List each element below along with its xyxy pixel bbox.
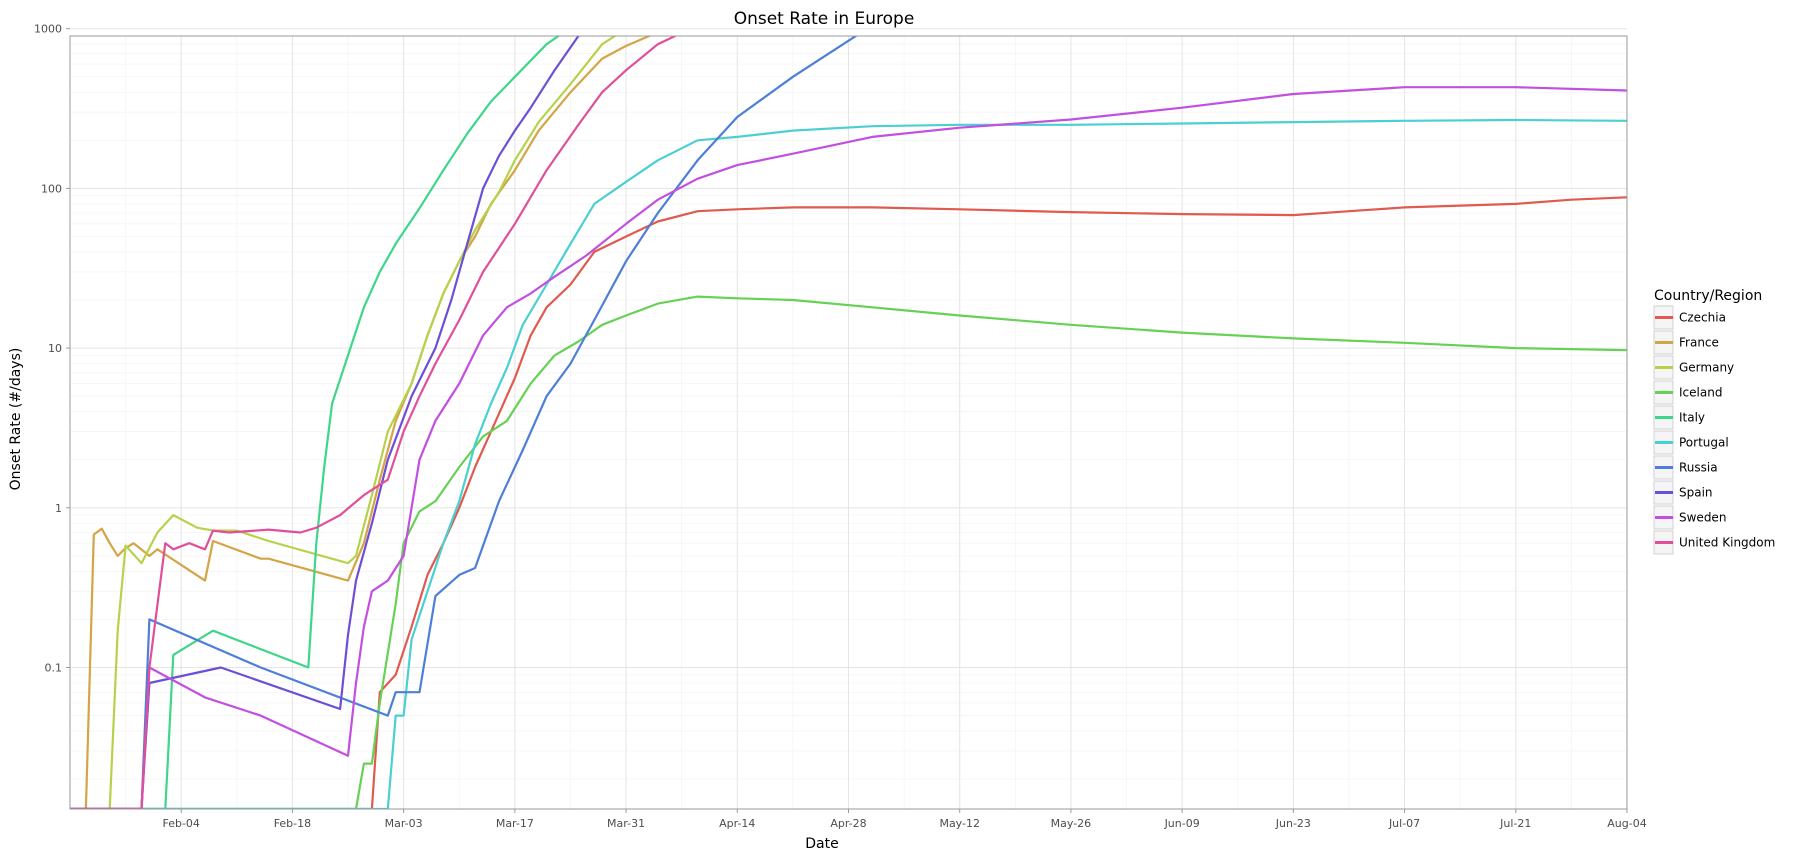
x-axis-ticks: Feb-04 Feb-18 Mar-03 Mar-17 Mar-31 Apr-14 Apr-… (162, 809, 1647, 830)
y-tick-label: 1000 (34, 23, 62, 36)
x-tick-label: Jun-09 (1164, 817, 1200, 830)
series-line-italy (70, 36, 561, 809)
legend-label: United Kingdom (1679, 536, 1775, 550)
series-line-iceland (70, 295, 1627, 809)
x-tick-label: Mar-17 (496, 817, 534, 830)
grid (69, 28, 1628, 809)
series-line-portugal (70, 118, 1627, 809)
legend-item-spain: Spain (1653, 480, 1713, 505)
legend-items: Czechia France Germany Iceland Italy Portugal… (1653, 305, 1775, 555)
x-tick-label: Mar-03 (385, 817, 423, 830)
y-axis-title: Onset Rate (#/days) (8, 348, 24, 491)
legend-label: Iceland (1679, 386, 1722, 400)
legend-item-france: France (1653, 330, 1719, 355)
legend-item-portugal: Portugal (1653, 430, 1729, 455)
legend-item-iceland: Iceland (1653, 380, 1722, 405)
x-tick-label: May-12 (939, 817, 980, 830)
legend-item-united-kingdom: United Kingdom (1653, 530, 1775, 555)
x-tick-label: Jul-07 (1388, 817, 1420, 830)
series-line-spain (70, 36, 581, 809)
legend-label: Spain (1679, 486, 1713, 500)
legend-item-czechia: Czechia (1653, 305, 1726, 330)
y-tick-label: 0.1 (45, 661, 63, 674)
y-tick-label: 100 (41, 182, 62, 195)
series-line-russia (70, 36, 858, 809)
x-tick-label: Apr-28 (830, 817, 866, 830)
legend-label: Sweden (1679, 511, 1726, 525)
y-tick-label: 10 (48, 342, 62, 355)
x-tick-label: Apr-14 (719, 817, 755, 830)
x-tick-label: Feb-04 (162, 817, 199, 830)
legend: Country/Region Czechia France Germany Icela… (1653, 288, 1775, 555)
legend-label: France (1679, 336, 1719, 350)
x-tick-label: May-26 (1051, 817, 1092, 830)
legend-label: Portugal (1679, 436, 1729, 450)
legend-title: Country/Region (1654, 288, 1762, 304)
legend-label: Germany (1679, 361, 1734, 375)
y-axis-ticks: 0.1 1 10 100 1000 (34, 23, 70, 674)
series-line-czechia (70, 196, 1627, 809)
series-line-united-kingdom (70, 36, 678, 809)
legend-label: Russia (1679, 461, 1718, 475)
legend-label: Italy (1679, 411, 1705, 425)
legend-item-russia: Russia (1653, 455, 1718, 480)
series-line-sweden (70, 86, 1627, 809)
x-tick-label: Jun-23 (1275, 817, 1311, 830)
series-lines (70, 36, 1627, 809)
legend-label: Czechia (1679, 311, 1726, 325)
x-tick-label: Aug-04 (1607, 817, 1646, 830)
chart-title: Onset Rate in Europe (734, 9, 915, 29)
legend-item-sweden: Sweden (1653, 505, 1726, 530)
x-tick-label: Jul-21 (1499, 817, 1531, 830)
x-tick-label: Feb-18 (274, 817, 311, 830)
x-axis-title: Date (805, 836, 838, 852)
x-tick-label: Mar-31 (607, 817, 645, 830)
legend-item-italy: Italy (1653, 405, 1705, 430)
y-tick-label: 1 (55, 502, 62, 515)
legend-item-germany: Germany (1653, 355, 1734, 380)
